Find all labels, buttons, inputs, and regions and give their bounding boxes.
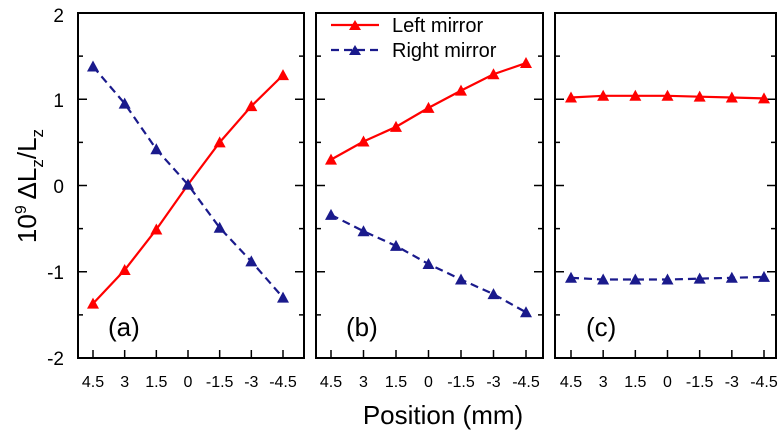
data-point-left-mirror bbox=[357, 135, 370, 147]
data-point-left-mirror bbox=[87, 297, 99, 309]
data-point-left-mirror bbox=[693, 90, 706, 102]
data-point-left-mirror bbox=[661, 89, 674, 101]
data-point-left-mirror bbox=[325, 153, 337, 165]
x-tick-label: -1.5 bbox=[447, 374, 475, 391]
panel-label-b: (b) bbox=[346, 312, 378, 342]
data-point-left-mirror bbox=[277, 69, 289, 81]
y-tick-label: 1 bbox=[53, 91, 64, 112]
legend: Left mirror Right mirror bbox=[331, 15, 497, 62]
x-tick-label: 0 bbox=[663, 374, 672, 391]
data-point-left-mirror bbox=[118, 264, 131, 276]
x-tick-label: -4.5 bbox=[750, 374, 778, 391]
data-point-right-mirror bbox=[629, 273, 642, 285]
data-point-left-mirror bbox=[213, 136, 226, 148]
data-point-right-mirror bbox=[487, 288, 500, 300]
data-point-left-mirror bbox=[245, 100, 258, 112]
x-tick-label: 4.5 bbox=[560, 374, 582, 391]
data-point-right-mirror bbox=[213, 221, 226, 233]
data-point-right-mirror bbox=[520, 306, 532, 318]
x-tick-label: 0 bbox=[184, 374, 193, 391]
data-point-right-mirror bbox=[422, 257, 435, 269]
data-point-left-mirror bbox=[725, 91, 738, 103]
data-point-right-mirror bbox=[150, 143, 163, 155]
panel-label-a: (a) bbox=[108, 312, 140, 342]
y-tick-label: -1 bbox=[47, 263, 64, 284]
data-point-right-mirror bbox=[118, 97, 131, 109]
x-tick-label: 4.5 bbox=[320, 374, 342, 391]
x-axis-title: Position (mm) bbox=[363, 400, 523, 430]
panel-frame-c bbox=[554, 12, 777, 359]
x-tick-label: -4.5 bbox=[269, 374, 297, 391]
legend-marker-right-mirror bbox=[349, 45, 361, 55]
y-tick-label: 0 bbox=[53, 177, 64, 198]
legend-marker-left-mirror bbox=[349, 20, 361, 30]
data-point-left-mirror bbox=[629, 89, 642, 101]
data-point-left-mirror bbox=[597, 89, 610, 101]
chart-marks: 4.5 3 1.5 0 -1.5 -3 -4.5 4.5 3 1.5 0 -1.5 -3 -4.5 4.5 3… bbox=[78, 12, 778, 391]
data-point-left-mirror bbox=[455, 84, 467, 96]
data-point-right-mirror bbox=[390, 239, 402, 251]
x-tick-label: -1.5 bbox=[206, 374, 234, 391]
y-tick-label: 2 bbox=[53, 6, 64, 27]
x-tick-label: 1.5 bbox=[624, 374, 646, 391]
data-point-right-mirror bbox=[693, 272, 706, 284]
x-tick-label: 0 bbox=[424, 374, 433, 391]
data-point-right-mirror bbox=[325, 208, 337, 220]
y-tick-label: -2 bbox=[47, 349, 64, 370]
data-point-left-mirror bbox=[150, 223, 163, 235]
legend-label-right-mirror: Right mirror bbox=[392, 40, 497, 62]
x-tick-label: -3 bbox=[244, 374, 258, 391]
x-tick-label: 1.5 bbox=[385, 374, 407, 391]
data-point-left-mirror bbox=[390, 120, 402, 132]
data-point-left-mirror bbox=[520, 57, 532, 69]
x-tick-label: -1.5 bbox=[686, 374, 714, 391]
x-tick-label: -3 bbox=[486, 374, 500, 391]
data-point-right-mirror bbox=[357, 225, 370, 237]
panel-label-c: (c) bbox=[586, 312, 616, 342]
legend-label-left-mirror: Left mirror bbox=[392, 15, 483, 37]
data-point-right-mirror bbox=[182, 178, 194, 190]
data-point-left-mirror bbox=[565, 91, 577, 103]
data-point-right-mirror bbox=[597, 273, 610, 285]
y-axis-title: 109 ΔLz/Lz bbox=[12, 129, 47, 243]
x-tick-label: 1.5 bbox=[145, 374, 167, 391]
data-point-right-mirror bbox=[245, 255, 258, 267]
x-tick-label: 3 bbox=[120, 374, 129, 391]
data-point-right-mirror bbox=[565, 271, 577, 283]
data-point-left-mirror bbox=[422, 101, 435, 113]
data-point-left-mirror bbox=[487, 68, 500, 80]
data-point-right-mirror bbox=[87, 60, 99, 72]
panel-frame-b bbox=[315, 12, 544, 359]
data-point-right-mirror bbox=[725, 271, 738, 283]
data-point-right-mirror bbox=[758, 270, 770, 282]
x-tick-label: -4.5 bbox=[512, 374, 540, 391]
data-point-right-mirror bbox=[277, 291, 289, 303]
x-tick-label: 3 bbox=[599, 374, 608, 391]
data-point-right-mirror bbox=[661, 273, 674, 285]
x-tick-label: 3 bbox=[359, 374, 368, 391]
data-point-right-mirror bbox=[455, 273, 467, 285]
data-point-left-mirror bbox=[758, 92, 770, 104]
x-tick-label: -3 bbox=[725, 374, 739, 391]
x-tick-label: 4.5 bbox=[82, 374, 104, 391]
